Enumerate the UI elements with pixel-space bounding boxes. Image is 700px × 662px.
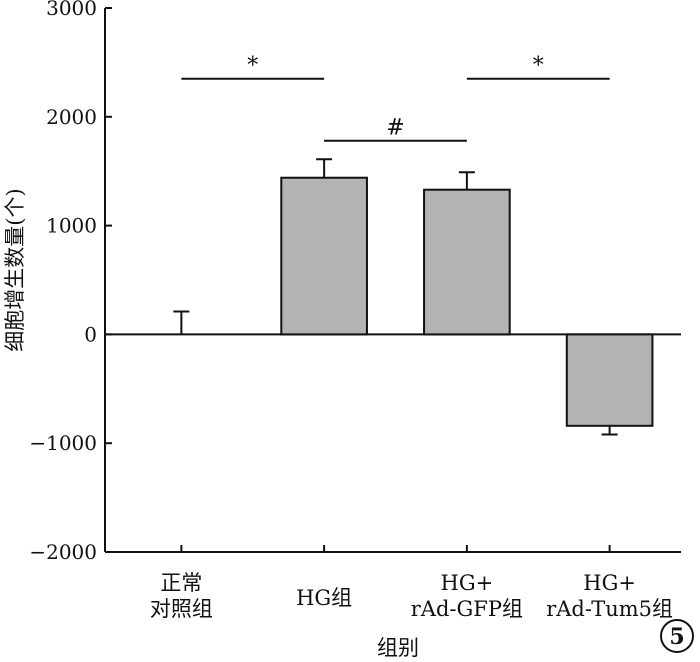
figure-badge-circle [660, 619, 694, 653]
bar [280, 176, 368, 336]
x-tick-label: rAd-Tum5组 [546, 597, 673, 621]
x-tick-label: HG+ [583, 571, 636, 595]
y-tick-label: 3000 [46, 0, 97, 20]
y-tick-label: −1000 [29, 431, 97, 455]
x-axis-title: 组别 [377, 636, 419, 660]
bar [565, 333, 654, 427]
x-tick-label: 对照组 [150, 597, 213, 621]
significance-markers: * # * [181, 54, 610, 142]
bar [423, 188, 511, 336]
x-tick-label: rAd-GFP组 [411, 597, 523, 621]
bars [173, 158, 654, 436]
significance-label: # [386, 116, 404, 141]
y-tick-label: −2000 [29, 540, 97, 564]
y-tick-label: 1000 [46, 214, 97, 238]
y-tick-label: 0 [84, 322, 97, 346]
y-axis: 3000 2000 1000 0 −1000 −2000 [29, 0, 112, 564]
x-tick-label: 正常 [160, 571, 202, 595]
x-tick-label: HG组 [296, 586, 352, 610]
x-tick-label: HG+ [441, 571, 494, 595]
significance-label: * [533, 54, 544, 79]
figure-badge-number: 5 [669, 624, 684, 650]
figure-badge: 5 [660, 619, 694, 653]
y-axis-title: 细胞增生数量(个) [3, 188, 27, 351]
significance-label: * [247, 54, 258, 79]
y-tick-label: 2000 [46, 105, 97, 129]
